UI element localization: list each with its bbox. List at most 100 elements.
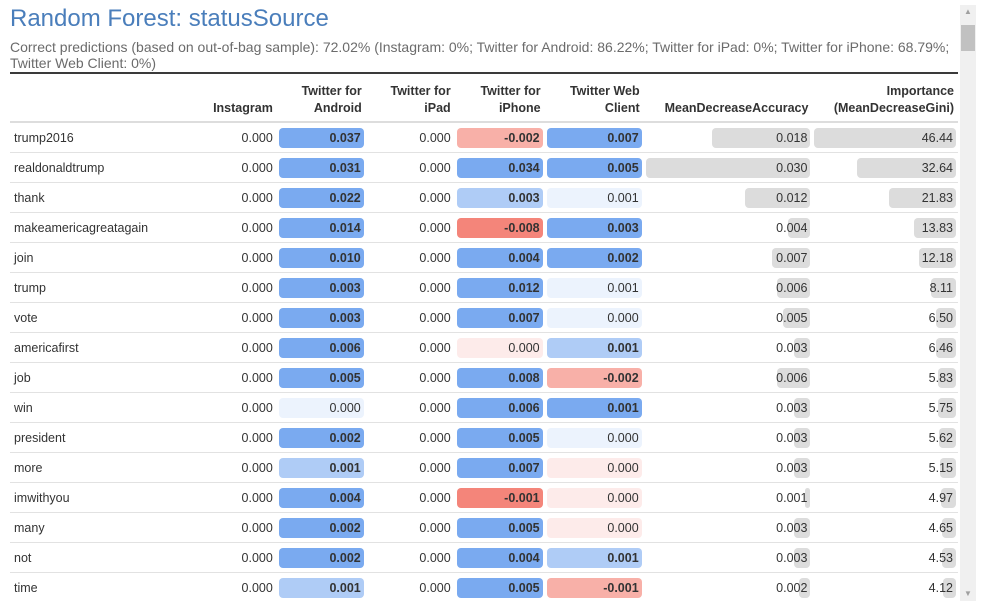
mean-decrease-accuracy-cell: 0.018 (643, 121, 813, 153)
ipad-cell: 0.000 (365, 302, 455, 333)
ipad-cell: 0.000 (365, 512, 455, 543)
importance-value: 13.83 (921, 220, 953, 235)
mean-decrease-accuracy-value: 0.004 (776, 220, 808, 235)
table-row: join 0.000 0.010 0.000 0.004 0.002 0.007 12.18 (10, 242, 958, 273)
iphone-cell: 0.004 (454, 242, 545, 273)
android-cell: 0.002 (276, 542, 366, 573)
importance-bar (940, 457, 956, 478)
mean-decrease-accuracy-cell: 0.006 (643, 272, 813, 303)
instagram-cell: 0.000 (204, 242, 277, 273)
web-client-shade (546, 397, 642, 418)
web-client-shade (546, 487, 642, 508)
web-client-value: 0.001 (607, 550, 639, 565)
android-value: 0.003 (329, 310, 361, 325)
scrollbar-thumb[interactable] (961, 25, 975, 51)
table-row: americafirst 0.000 0.006 0.000 0.000 0.001 0.0… (10, 332, 958, 363)
mean-decrease-accuracy-cell: 0.007 (643, 242, 813, 273)
ipad-cell: 0.000 (365, 332, 455, 363)
mean-decrease-accuracy-cell: 0.003 (643, 512, 813, 543)
ipad-cell: 0.000 (365, 572, 455, 602)
word-cell: join (10, 242, 205, 273)
android-cell: 0.002 (276, 512, 366, 543)
table-row: makeamericagreatagain 0.000 0.014 0.000 -0.0… (10, 212, 958, 243)
table-row: win 0.000 0.000 0.000 0.006 0.001 0.003 5.75 (10, 392, 958, 423)
web-client-value: 0.001 (607, 340, 639, 355)
table-row: realdonaldtrump 0.000 0.031 0.000 0.034 0.005… (10, 152, 958, 183)
mean-decrease-accuracy-value: 0.003 (776, 520, 808, 535)
android-cell: 0.004 (276, 482, 366, 513)
vertical-scrollbar[interactable]: ▲ ▼ (960, 5, 976, 601)
importance-bar (938, 367, 956, 388)
android-shade (278, 187, 364, 208)
web-client-shade (546, 217, 642, 238)
iphone-value: 0.005 (508, 580, 540, 595)
mean-decrease-accuracy-cell: 0.006 (643, 362, 813, 393)
instagram-cell: 0.000 (204, 362, 277, 393)
android-shade (278, 307, 364, 328)
word-cell: president (10, 422, 205, 453)
android-shade (278, 337, 364, 358)
web-client-shade (546, 157, 642, 178)
web-client-cell: 0.000 (544, 482, 644, 513)
scroll-up-arrow-icon[interactable]: ▲ (964, 7, 972, 16)
importance-value: 12.18 (921, 250, 953, 265)
column-header-importance: Importance (MeanDecreaseGini) (812, 75, 958, 123)
variable-importance-table: Instagram Twitter for Android Twitter fo… (10, 75, 958, 602)
web-client-cell: 0.000 (544, 512, 644, 543)
android-value: 0.005 (329, 370, 361, 385)
mean-decrease-accuracy-value: 0.003 (776, 400, 808, 415)
android-shade (278, 517, 364, 538)
importance-value: 4.53 (928, 550, 953, 565)
iphone-shade (456, 397, 543, 418)
word-cell: not (10, 542, 205, 573)
iphone-cell: 0.007 (454, 452, 545, 483)
importance-bar (941, 517, 956, 538)
word-cell: makeamericagreatagain (10, 212, 205, 243)
importance-bar (889, 187, 956, 208)
word-cell: thank (10, 182, 205, 213)
ipad-cell: 0.000 (365, 482, 455, 513)
mean-decrease-accuracy-bar (771, 247, 811, 268)
iphone-cell: 0.005 (454, 512, 545, 543)
web-client-value: 0.000 (607, 430, 639, 445)
android-cell: 0.001 (276, 572, 366, 602)
scroll-down-arrow-icon[interactable]: ▼ (964, 589, 972, 598)
mean-decrease-accuracy-cell: 0.003 (643, 422, 813, 453)
mean-decrease-accuracy-bar (793, 427, 811, 448)
web-client-value: 0.000 (607, 520, 639, 535)
web-client-value: 0.007 (607, 130, 639, 145)
importance-value: 6.46 (928, 340, 953, 355)
page-title: Random Forest: statusSource (10, 5, 329, 32)
web-client-cell: 0.003 (544, 212, 644, 243)
web-client-cell: 0.001 (544, 182, 644, 213)
mean-decrease-accuracy-value: 0.005 (776, 310, 808, 325)
table-row: time 0.000 0.001 0.000 0.005 -0.001 0.002 4.12 (10, 572, 958, 602)
mean-decrease-accuracy-cell: 0.003 (643, 542, 813, 573)
iphone-cell: 0.008 (454, 362, 545, 393)
web-client-cell: 0.002 (544, 242, 644, 273)
web-client-shade (546, 307, 642, 328)
android-cell: 0.001 (276, 452, 366, 483)
mean-decrease-accuracy-cell: 0.003 (643, 392, 813, 423)
android-cell: 0.031 (276, 152, 366, 183)
instagram-cell: 0.000 (204, 512, 277, 543)
iphone-cell: 0.000 (454, 332, 545, 363)
web-client-shade (546, 247, 642, 268)
ipad-cell: 0.000 (365, 392, 455, 423)
android-shade (278, 577, 364, 598)
android-value: 0.010 (329, 250, 361, 265)
instagram-cell: 0.000 (204, 121, 277, 153)
column-header-instagram: Instagram (204, 75, 277, 123)
iphone-shade (456, 367, 543, 388)
subtitle: Correct predictions (based on out-of-bag… (10, 39, 950, 71)
instagram-cell: 0.000 (204, 152, 277, 183)
android-value: 0.000 (329, 400, 361, 415)
web-client-shade (546, 337, 642, 358)
web-client-shade (546, 517, 642, 538)
android-value: 0.022 (329, 190, 361, 205)
importance-bar (856, 157, 956, 178)
table-row: job 0.000 0.005 0.000 0.008 -0.002 0.006 5.83 (10, 362, 958, 393)
importance-bar (918, 247, 956, 268)
web-client-value: 0.000 (607, 460, 639, 475)
mean-decrease-accuracy-bar (793, 547, 811, 568)
